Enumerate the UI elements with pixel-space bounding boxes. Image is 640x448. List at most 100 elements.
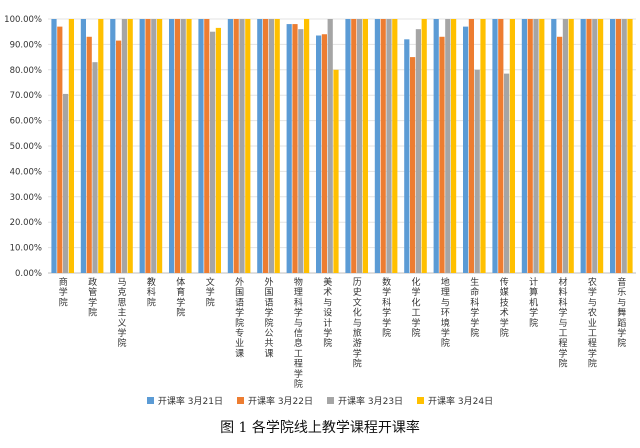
gridlines (48, 18, 636, 274)
bar (80, 19, 86, 273)
x-tick-label: 外国语学院公共课 (265, 276, 274, 359)
bar (174, 19, 180, 273)
bar (292, 24, 298, 273)
x-tick-label: 化学化工学院 (412, 276, 421, 339)
legend-item: 开课率 3月21日 (146, 394, 223, 407)
bar (227, 19, 233, 273)
bar (610, 19, 616, 273)
bar (474, 69, 480, 273)
bar (263, 19, 269, 273)
y-tick-label: 90.00% (10, 40, 42, 50)
bar (374, 19, 380, 273)
bar (551, 19, 557, 273)
bar (157, 19, 163, 273)
bar (421, 19, 427, 273)
bar (615, 19, 621, 273)
bar (121, 19, 127, 273)
legend-item: 开课率 3月22日 (236, 394, 313, 407)
bar (451, 19, 457, 273)
bar (533, 19, 539, 273)
x-tick-label: 历史文化与旅游学院 (353, 277, 362, 370)
y-tick-label: 70.00% (10, 91, 42, 101)
bar (521, 19, 527, 273)
bar (598, 19, 604, 273)
bar (392, 19, 398, 273)
bar (215, 27, 221, 273)
legend-label: 开课率 3月21日 (157, 397, 223, 407)
bar (110, 19, 116, 273)
legend-swatch (417, 397, 425, 404)
bar (245, 19, 251, 273)
x-tick-label: 物理科学与信息工程学院 (294, 276, 303, 390)
bar (316, 35, 322, 274)
figure-caption: 图 1 各学院线上教学课程开课率 (220, 420, 420, 436)
bar (627, 19, 633, 273)
bar (433, 19, 439, 273)
y-tick-label: 10.00% (10, 244, 42, 254)
bar (304, 19, 310, 273)
x-tick-label: 马克思主义学院 (118, 277, 127, 349)
x-axis-labels: 商学院 政管学院 马克思主义学院 教科院 体育学院 文学院 外国语学院专业课 外国语学院公共课… (59, 276, 627, 390)
legend-swatch (327, 397, 334, 404)
bar (198, 19, 204, 273)
bar (586, 19, 592, 273)
y-tick-label: 30.00% (10, 193, 42, 203)
bar (480, 19, 486, 273)
bar (492, 19, 498, 273)
bar (562, 19, 568, 273)
bar (333, 69, 339, 273)
bar (468, 19, 474, 273)
y-tick-label: 80.00% (10, 66, 42, 76)
bar (445, 19, 451, 273)
bar (127, 19, 133, 273)
x-tick-label: 外国语学院专业课 (235, 276, 244, 359)
bar (498, 19, 504, 273)
y-tick-label: 0.00% (15, 269, 42, 279)
bar (539, 19, 545, 273)
y-tick-label: 60.00% (10, 117, 42, 127)
bar (439, 36, 445, 273)
bar (169, 19, 175, 273)
bar-chart: 0.00% 10.00% 20.00% 30.00% 40.00% 50.00% 60.00… (4, 15, 636, 390)
x-tick-label: 传媒技术学院 (500, 276, 509, 339)
bar (509, 19, 515, 273)
bar (92, 62, 98, 274)
bar (68, 19, 74, 273)
legend-label: 开课率 3月22日 (247, 397, 313, 407)
bar (568, 19, 574, 273)
legend-swatch (236, 397, 244, 404)
bar (357, 19, 363, 273)
bar (504, 73, 510, 273)
bar (186, 19, 192, 273)
bar (286, 24, 292, 273)
x-tick-label: 体育学院 (176, 276, 185, 319)
bar (116, 40, 122, 274)
bar (57, 26, 63, 274)
bar (621, 19, 627, 273)
bar (298, 29, 304, 273)
bar (415, 29, 421, 273)
legend-item: 开课率 3月23日 (327, 394, 403, 407)
x-tick-label: 商学院 (59, 276, 68, 308)
bar (139, 19, 145, 273)
y-tick-label: 100.00% (4, 15, 42, 25)
bar (527, 19, 533, 273)
bar (233, 19, 239, 273)
y-tick-label: 40.00% (10, 167, 42, 177)
x-tick-label: 美术与设计学院 (323, 276, 332, 349)
bar (63, 93, 69, 274)
bar (268, 19, 274, 273)
bar (321, 34, 327, 273)
bar (463, 26, 469, 274)
bars (51, 19, 633, 274)
bar (592, 19, 598, 273)
bar (345, 19, 351, 273)
bar (151, 19, 157, 273)
legend-label: 开课率 3月23日 (338, 397, 404, 407)
bar (386, 19, 392, 273)
bar (180, 19, 186, 273)
bar (51, 19, 57, 273)
bar (239, 19, 245, 273)
bar (327, 19, 333, 273)
x-tick-label: 教科院 (147, 276, 156, 308)
